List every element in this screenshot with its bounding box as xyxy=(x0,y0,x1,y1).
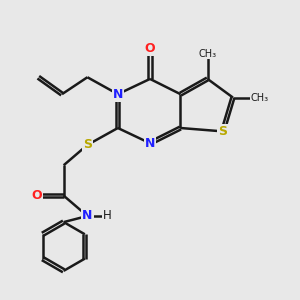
Text: CH₃: CH₃ xyxy=(251,92,269,103)
Text: H: H xyxy=(103,209,112,223)
Text: N: N xyxy=(113,88,123,101)
Text: O: O xyxy=(31,189,42,202)
Text: O: O xyxy=(145,42,155,55)
Text: S: S xyxy=(83,138,92,152)
Text: N: N xyxy=(145,137,155,150)
Text: S: S xyxy=(218,125,227,138)
Text: N: N xyxy=(82,209,93,223)
Text: CH₃: CH₃ xyxy=(199,49,217,58)
